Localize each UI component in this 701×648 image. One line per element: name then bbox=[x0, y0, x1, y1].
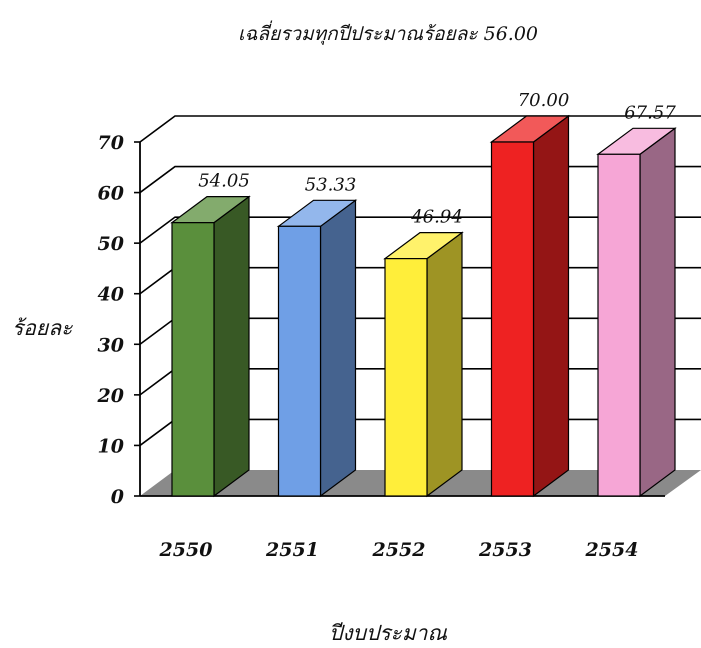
gridline-7 bbox=[139, 115, 701, 143]
x-tick-label: 2551 bbox=[265, 539, 319, 561]
y-tick-label: 30 bbox=[98, 334, 124, 356]
bar-2551 bbox=[277, 225, 322, 497]
bar-side-2552 bbox=[426, 231, 463, 498]
y-tick-label: 0 bbox=[111, 486, 124, 508]
y-tick-label: 40 bbox=[98, 284, 124, 306]
bar-2550 bbox=[171, 222, 215, 497]
chart-title: เฉลี่ยรวมทุกปีประมาณร้อยละ 56.00 bbox=[238, 20, 538, 45]
x-tick-label: 2552 bbox=[372, 539, 426, 561]
x-tick-label: 2554 bbox=[585, 539, 639, 561]
bar-side-2554 bbox=[639, 127, 676, 498]
data-labels: 54.05 53.33 46.94 70.00 67.57 bbox=[198, 90, 676, 228]
data-label: 70.00 bbox=[518, 90, 570, 111]
bars bbox=[170, 114, 677, 498]
bar-side-2551 bbox=[319, 199, 357, 498]
x-tick-label: 2550 bbox=[159, 539, 213, 561]
y-tick-label: 60 bbox=[98, 183, 124, 205]
y-axis-title: ร้อยละ bbox=[12, 316, 73, 340]
data-label: 46.94 bbox=[410, 207, 463, 228]
data-label: 67.57 bbox=[624, 102, 676, 123]
data-label: 54.05 bbox=[198, 171, 250, 192]
y-tick-labels: 0 10 20 30 40 50 60 70 bbox=[97, 132, 124, 508]
y-tick-label: 70 bbox=[98, 132, 124, 154]
bar-side-2553 bbox=[532, 114, 570, 498]
bar-side-2550 bbox=[213, 195, 250, 498]
x-tick-labels: 2550 2551 2552 2553 2554 bbox=[159, 539, 639, 561]
y-tick-label: 20 bbox=[97, 385, 124, 407]
bar-2553 bbox=[490, 141, 535, 497]
y-tick-label: 10 bbox=[98, 435, 124, 457]
bar-2552 bbox=[384, 258, 428, 497]
x-axis-title: ปีงบประมาณ bbox=[329, 621, 447, 645]
y-tick-label: 50 bbox=[98, 233, 124, 255]
x-tick-label: 2553 bbox=[478, 539, 532, 561]
data-label: 53.33 bbox=[305, 174, 357, 195]
bar-2554 bbox=[597, 153, 641, 497]
